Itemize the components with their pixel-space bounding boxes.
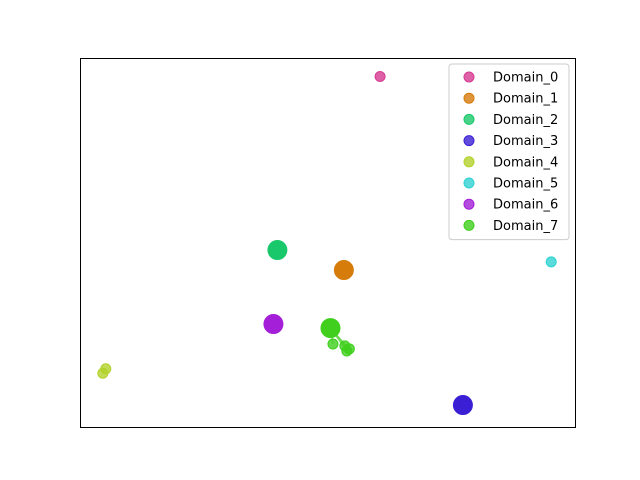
legend: Domain_0 Domain_1 Domain_2 Domain_3 Domain_4…: [448, 63, 570, 241]
legend-label-domain-0: Domain_0: [493, 71, 558, 86]
legend-label-domain-7: Domain_7: [493, 219, 558, 234]
data-point-domain-6-0: [263, 314, 284, 335]
data-point-domain-1-0: [333, 260, 354, 281]
legend-marker-domain-0: [463, 71, 475, 83]
legend-label-domain-2: Domain_2: [493, 113, 558, 128]
legend-label-domain-1: Domain_1: [493, 92, 558, 107]
legend-marker-domain-6: [463, 198, 475, 210]
legend-label-domain-4: Domain_4: [493, 155, 558, 170]
data-point-domain-2-0: [267, 240, 288, 261]
data-point-domain-7-1: [327, 338, 339, 350]
data-point-domain-5-0: [545, 256, 557, 268]
legend-label-domain-5: Domain_5: [493, 177, 558, 192]
plot-frame: [80, 58, 576, 428]
data-point-domain-7-4: [341, 345, 353, 357]
data-point-domain-3-1: [459, 400, 471, 412]
data-point-domain-7-0: [320, 318, 341, 339]
data-point-domain-0-0: [374, 71, 386, 82]
legend-marker-domain-1: [463, 92, 475, 104]
legend-box: [448, 63, 570, 241]
points-layer: [97, 71, 557, 416]
legend-label-domain-6: Domain_6: [493, 198, 558, 213]
legend-marker-domain-4: [463, 156, 475, 168]
legend-marker-domain-3: [463, 135, 475, 147]
legend-marker-domain-7: [463, 219, 475, 231]
legend-label-domain-3: Domain_3: [493, 134, 558, 149]
data-point-domain-4-1: [100, 363, 112, 375]
legend-marker-domain-5: [463, 177, 475, 189]
legend-marker-domain-2: [463, 113, 475, 125]
